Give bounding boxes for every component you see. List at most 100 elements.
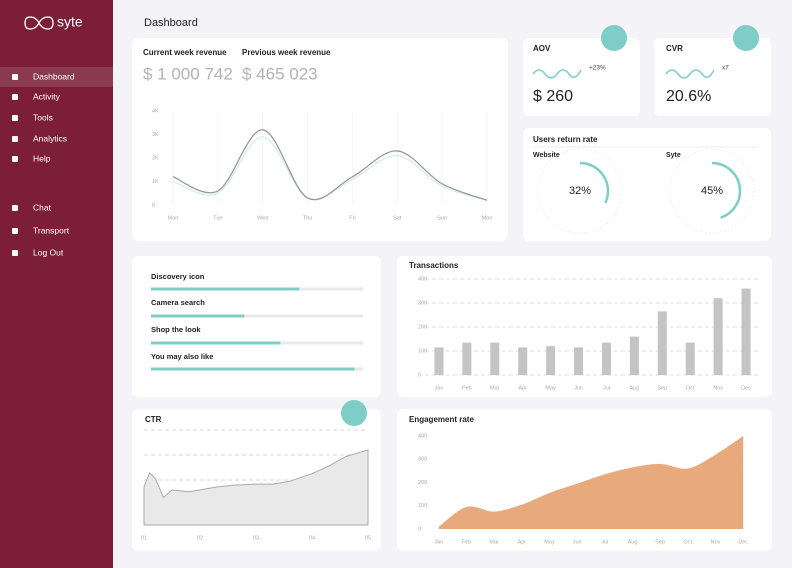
y-tick-label: 300: [418, 457, 427, 463]
track: [151, 314, 363, 318]
bar: [151, 341, 281, 345]
x-tick-label: Wed: [257, 215, 268, 221]
donut-label: 45%: [701, 185, 723, 197]
logo-text: syte: [57, 14, 83, 30]
value: 20.6%: [666, 88, 711, 105]
logo: syte: [24, 14, 83, 30]
ring: [537, 148, 623, 234]
x-tick-label: Thu: [303, 215, 312, 221]
y-tick-label: 300: [418, 300, 427, 306]
bar: [657, 311, 667, 375]
bar: [518, 347, 528, 375]
bar: [151, 367, 355, 371]
label: Previous week revenue: [242, 48, 331, 57]
nav-item[interactable]: Log Out: [33, 247, 64, 257]
area: [143, 449, 369, 526]
x-tick-label: 03: [253, 535, 259, 541]
card: [132, 256, 381, 397]
bar: [574, 347, 584, 375]
card: [132, 38, 508, 241]
x-tick-label: 02: [197, 535, 203, 541]
chart-title: CTR: [145, 415, 162, 424]
x-tick-label: Mon: [168, 215, 179, 221]
nav-active: [0, 67, 113, 87]
value: $ 260: [533, 88, 573, 105]
category-label: Website: [533, 152, 560, 159]
x-tick-label: Nov: [713, 385, 723, 391]
x-tick-label: Jan: [435, 385, 444, 391]
x-tick-label: Mar: [490, 385, 500, 391]
chart-title: Users return rate: [533, 135, 598, 144]
x-tick-label: 04: [309, 535, 315, 541]
nav-item[interactable]: Dashboard: [33, 71, 75, 81]
ring: [669, 148, 755, 234]
bar: [462, 342, 472, 375]
chart-title: Transactions: [409, 261, 459, 270]
x-tick-label: Jun: [573, 539, 582, 545]
card: [523, 38, 640, 116]
nav: Dashboard Activity Tools Analytics Help Chat T…: [12, 71, 75, 257]
change: x7: [722, 65, 729, 72]
bar: [434, 347, 444, 375]
label: CVR: [666, 44, 683, 53]
card: [523, 128, 771, 241]
nav-item[interactable]: Help: [33, 153, 51, 163]
x-tick-label: Jan: [434, 539, 443, 545]
nav-item[interactable]: Transport: [33, 225, 70, 235]
nav-icon: [12, 250, 18, 256]
x-tick-label: Aug: [629, 385, 639, 391]
chart-title: Engagement rate: [409, 415, 474, 424]
bar: [490, 342, 500, 375]
bar-label: Shop the look: [151, 325, 201, 334]
area: [438, 436, 744, 529]
x-tick-label: Sep: [657, 385, 667, 391]
y-tick-label: 400: [418, 433, 427, 439]
x-tick-label: Sat: [393, 215, 402, 221]
bar: [151, 287, 300, 291]
sidebar: [0, 0, 113, 568]
nav-item[interactable]: Chat: [33, 202, 52, 212]
category-label: Syte: [666, 152, 681, 159]
nav-item[interactable]: Analytics: [33, 133, 67, 143]
donut-label: 32%: [569, 185, 591, 197]
x-tick-label: 05: [365, 535, 371, 541]
bar-label: You may also like: [151, 352, 213, 361]
value: $ 1 000 742: [143, 64, 233, 83]
y-tick-label: 0: [152, 202, 155, 208]
label: Current week revenue: [143, 48, 227, 57]
nav-item[interactable]: Tools: [33, 112, 53, 122]
x-tick-label: Tue: [213, 215, 222, 221]
x-tick-label: Jun: [574, 385, 583, 391]
icon: [733, 25, 759, 51]
y-tick-label: 200: [418, 480, 427, 486]
y-tick-label: 0: [418, 372, 421, 378]
bar-label: Discovery icon: [151, 272, 205, 281]
y-tick-label: 1K: [152, 179, 159, 185]
bar: [741, 288, 751, 375]
bar: [629, 336, 639, 375]
x-tick-label: Nov: [711, 539, 721, 545]
x-tick-label: 01: [141, 535, 147, 541]
x-tick-label: Oct: [684, 539, 693, 545]
y-tick-label: 0: [418, 526, 421, 532]
arc: [579, 161, 610, 204]
nav-icon: [12, 115, 18, 121]
sparkline: [532, 69, 582, 79]
y-tick-label: 3K: [152, 132, 159, 138]
bar: [601, 342, 611, 375]
x-tick-label: Jul: [603, 385, 610, 391]
icon: [341, 400, 367, 426]
nav-item[interactable]: Activity: [33, 91, 61, 101]
x-tick-label: Apr: [518, 385, 527, 391]
x-tick-label: Jul: [601, 539, 608, 545]
bar: [546, 346, 556, 375]
change: +23%: [589, 65, 606, 72]
x-tick-label: Sun: [437, 215, 447, 221]
icon: [601, 25, 627, 51]
nav-icon: [12, 94, 18, 100]
x-tick-label: May: [544, 539, 555, 545]
line: [172, 129, 488, 201]
y-tick-label: 400: [418, 276, 427, 282]
